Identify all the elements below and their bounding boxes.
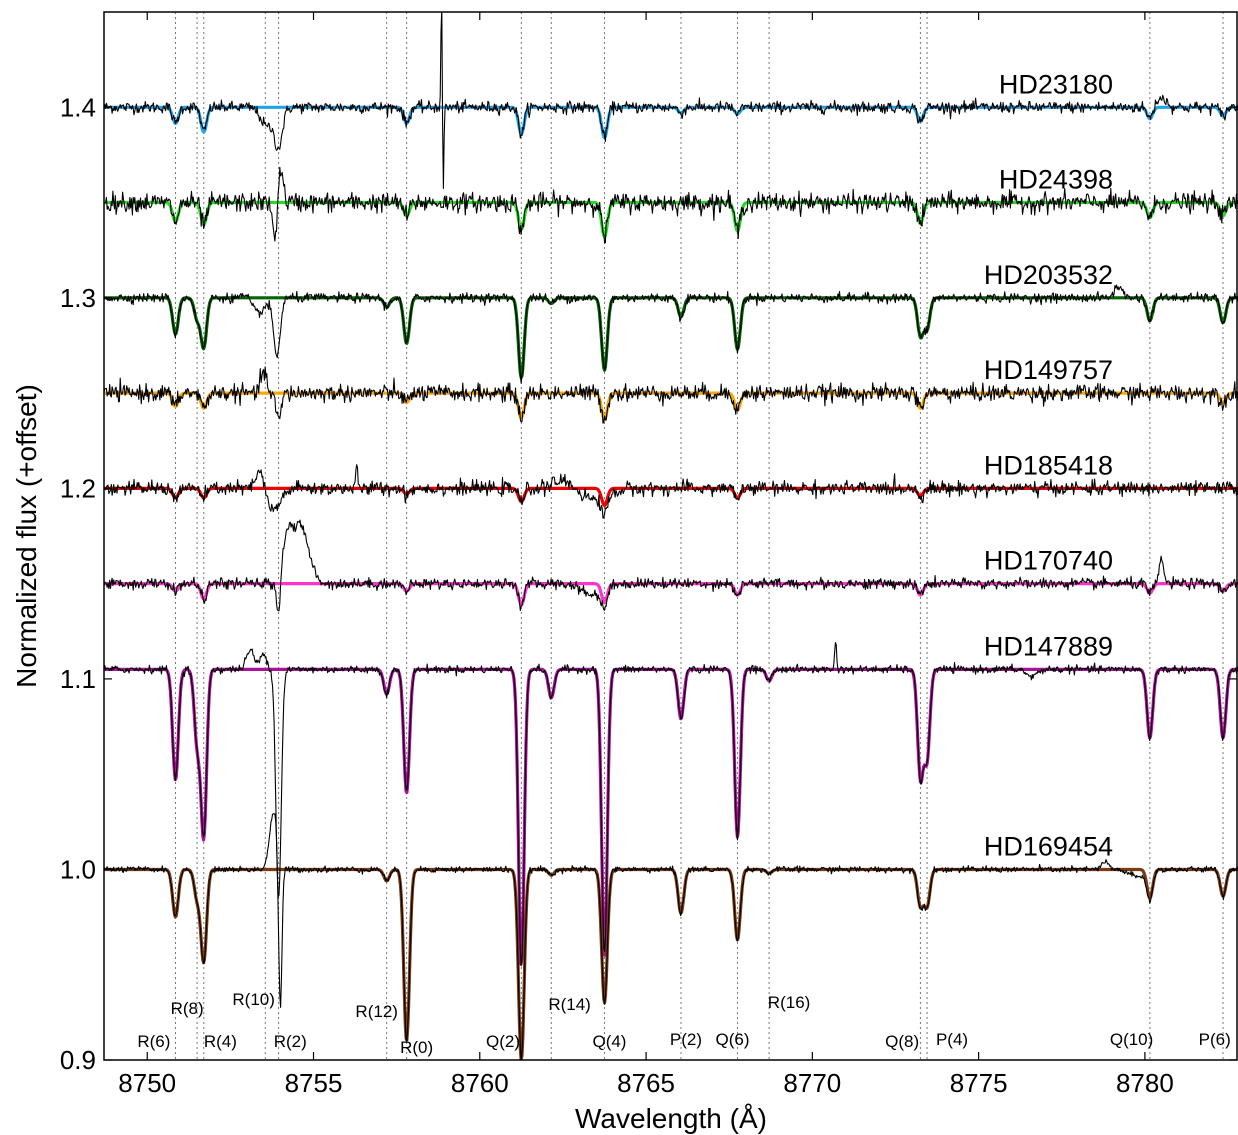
star-labels: HD23180 HD24398 HD203532 HD149757 HD185418 HD… [984,69,1113,861]
y-tick-label: 1.1 [60,664,96,694]
y-tick-label: 1.0 [60,854,96,884]
transition-label-q8: Q(8) [885,1032,919,1051]
x-tick-label: 8775 [950,1068,1008,1098]
transition-label-p4: P(4) [936,1030,968,1049]
transition-label-q4: Q(4) [592,1032,626,1051]
transition-label-r16: R(16) [768,993,811,1012]
axis-ticks: 8750 8755 8760 8765 8770 8775 8780 0.9 1.0 1.1 1.2… [60,12,1237,1098]
transition-label-r6: R(6) [137,1032,170,1051]
x-tick-label: 8780 [1116,1068,1174,1098]
transition-label-q2: Q(2) [486,1032,520,1051]
observed-line-hd149757 [104,366,1238,424]
transition-label-q6: Q(6) [716,1030,750,1049]
transition-label-r12: R(12) [355,1002,398,1021]
transition-label-q10: Q(10) [1110,1030,1153,1049]
y-axis-label: Normalized flux (+offset) [11,384,42,688]
observed-line-hd24398 [104,166,1238,244]
star-label-hd203532: HD203532 [984,260,1113,290]
star-label-hd169454: HD169454 [984,831,1113,861]
star-label-hd24398: HD24398 [999,165,1113,195]
star-label-hd185418: HD185418 [984,450,1113,480]
star-label-hd149757: HD149757 [984,355,1113,385]
x-axis-label: Wavelength (Å) [575,1103,767,1134]
observed-line-hd169454 [104,813,1238,1060]
x-tick-label: 8765 [617,1068,675,1098]
y-tick-label: 1.4 [60,92,96,122]
transition-label-r4: R(4) [204,1032,237,1051]
transition-label-r2: R(2) [274,1032,307,1051]
y-tick-label: 1.3 [60,283,96,313]
x-tick-label: 8750 [118,1068,176,1098]
y-tick-label: 1.2 [60,473,96,503]
star-label-hd170740: HD170740 [984,546,1113,576]
transition-label-r10: R(10) [232,990,275,1009]
observed-line-hd203532 [104,284,1238,384]
observed-line-hd170740 [104,519,1238,612]
x-tick-label: 8760 [451,1068,509,1098]
transition-label-p2: P(2) [670,1030,702,1049]
x-tick-label: 8770 [783,1068,841,1098]
observed-spectra [104,12,1238,1060]
transition-labels: R(6)R(8)R(4)R(10)R(2)R(12)R(0) Q(2)R(14)Q… [137,990,1230,1057]
y-tick-label: 0.9 [60,1045,96,1075]
star-label-hd23180: HD23180 [999,69,1113,99]
x-tick-label: 8755 [285,1068,343,1098]
transition-label-p6: P(6) [1199,1030,1231,1049]
star-label-hd147889: HD147889 [984,631,1113,661]
transition-label-r14: R(14) [548,995,591,1014]
plot-frame [103,11,1238,1061]
observed-line-hd185418 [104,464,1238,519]
transition-label-r0: R(0) [400,1038,433,1057]
observed-line-hd147889 [104,642,1238,967]
transition-label-r8: R(8) [171,999,204,1018]
observed-line-hd23180 [104,12,1238,190]
model-line-hd185418 [104,486,1238,508]
